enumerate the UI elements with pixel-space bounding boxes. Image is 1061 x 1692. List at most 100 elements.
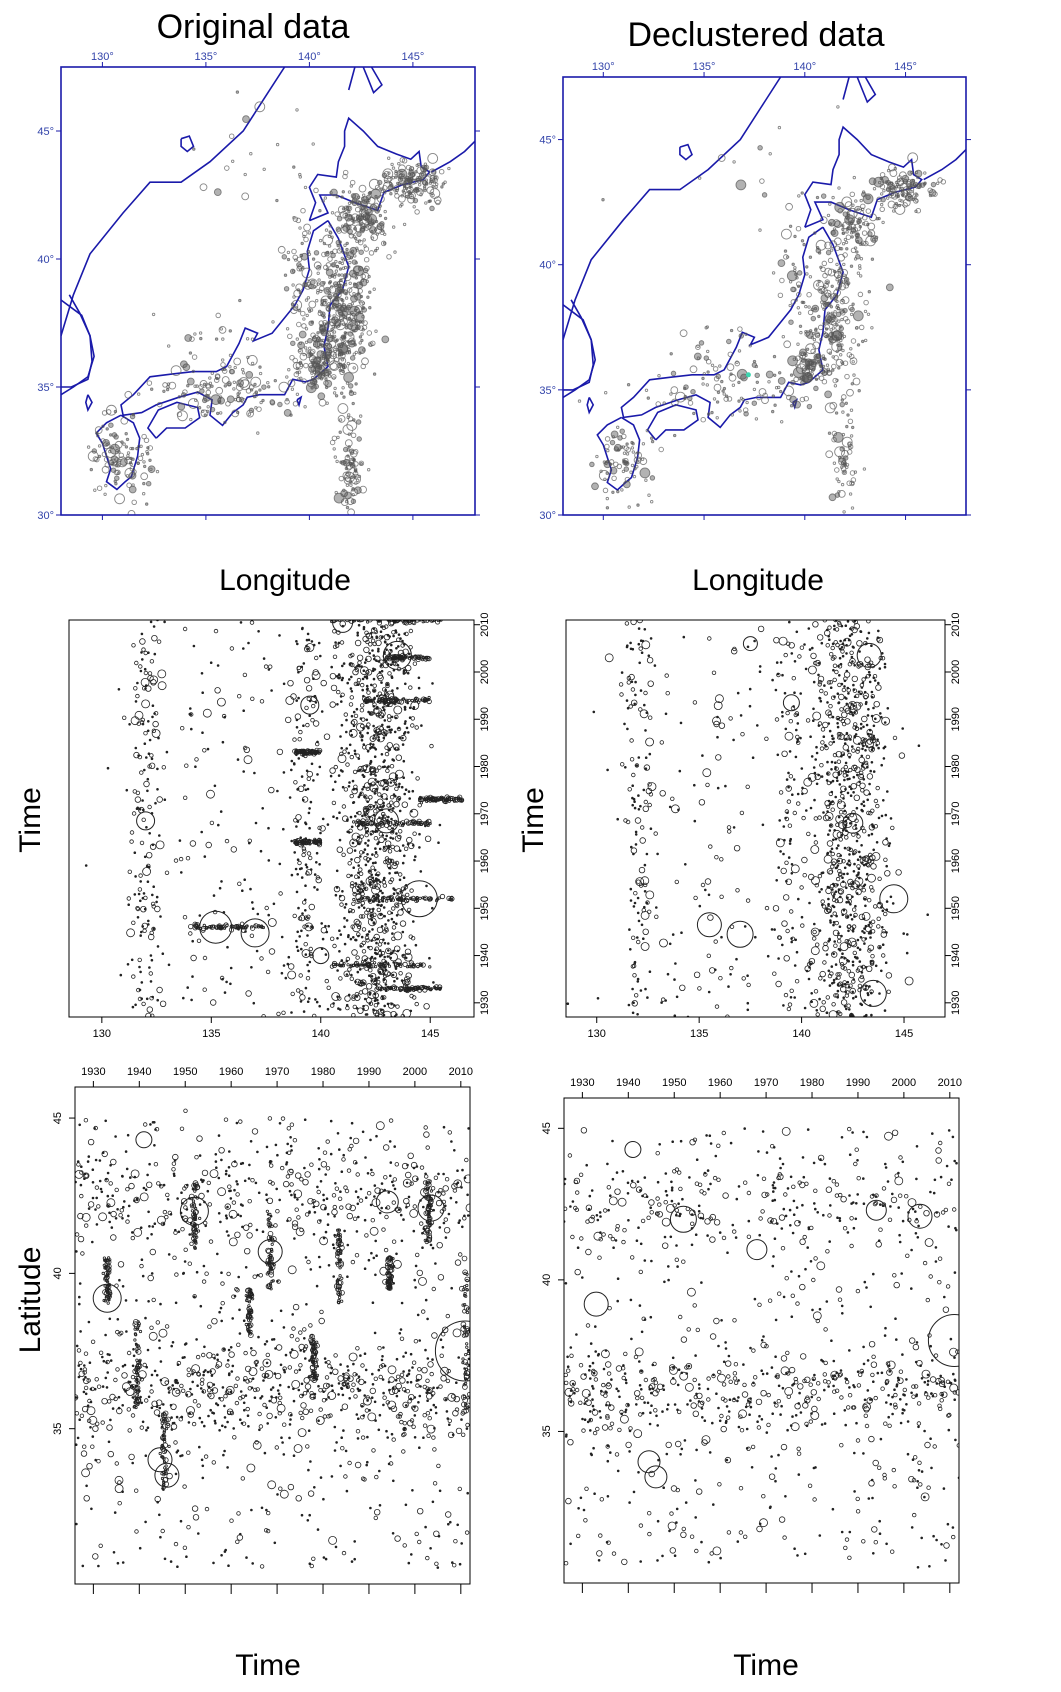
epicentre-point	[907, 195, 912, 199]
epicentre-point	[334, 211, 340, 217]
original-map-panel: 130° 135° 140° 145°30°35°40°45°	[37, 51, 480, 522]
epicentre-point	[197, 406, 202, 410]
event-point	[394, 769, 404, 779]
large-event-circle	[240, 918, 270, 948]
event-point	[835, 822, 840, 827]
epicentre-point	[849, 434, 854, 438]
event-point	[369, 805, 372, 808]
epicentre-point	[349, 462, 353, 467]
event-point	[349, 695, 354, 700]
epicentre-point	[321, 370, 325, 375]
event-point	[886, 706, 890, 710]
epicentre-point	[258, 371, 263, 376]
epicentre-point	[842, 510, 846, 514]
epicentre-point	[855, 250, 859, 254]
epicentre-point	[811, 368, 815, 372]
event-point	[385, 648, 388, 651]
event-point	[377, 878, 380, 882]
event-point	[119, 973, 123, 977]
event-point	[383, 1004, 387, 1008]
event-point	[428, 965, 432, 969]
event-point	[117, 687, 121, 691]
event-point	[357, 934, 360, 938]
event-point	[327, 924, 331, 928]
epicentre-point	[129, 465, 136, 472]
event-point	[371, 928, 374, 931]
event-point	[431, 796, 438, 802]
coastline-asia	[563, 77, 782, 341]
event-point	[845, 900, 848, 904]
event-point	[182, 915, 188, 920]
event-point	[375, 694, 379, 698]
event-point	[142, 892, 146, 895]
event-point	[136, 915, 140, 919]
epicentre-point	[308, 346, 312, 350]
event-point	[134, 796, 142, 803]
event-point	[300, 929, 303, 933]
epicentre-point	[338, 260, 342, 265]
event-point	[388, 896, 392, 901]
epicentre-point	[347, 302, 353, 309]
event-point	[388, 871, 391, 875]
event-point	[307, 997, 311, 1000]
event-point	[151, 926, 156, 932]
event-point	[310, 640, 314, 643]
epicentre-point	[915, 207, 922, 214]
event-point	[297, 670, 300, 674]
event-point	[370, 635, 374, 639]
event-point	[151, 704, 155, 707]
epicentre-point	[624, 476, 631, 483]
epicentre-point	[605, 471, 609, 475]
event-point	[420, 724, 423, 727]
event-point	[356, 840, 362, 846]
epicentre-point	[876, 196, 882, 203]
epicentre-point	[790, 379, 796, 386]
event-point	[229, 966, 233, 970]
map-frame	[60, 66, 476, 516]
epicentre-point	[400, 182, 404, 186]
epicentre-point	[808, 255, 813, 259]
event-point	[351, 996, 356, 1001]
event-point	[365, 938, 370, 943]
event-point	[351, 901, 356, 906]
epicentre-point	[842, 334, 847, 339]
event-point	[370, 939, 373, 942]
epicentre-point	[346, 420, 358, 431]
event-point	[374, 996, 377, 1000]
epicentre-point	[863, 299, 869, 306]
epicentre-point	[365, 279, 369, 284]
epicentre-point	[311, 257, 316, 261]
event-point	[319, 825, 326, 832]
event-point	[294, 713, 302, 720]
event-point	[375, 636, 379, 640]
event-point	[264, 905, 269, 911]
epicentre-point	[707, 412, 711, 416]
epicentre-point	[350, 249, 355, 253]
event-point	[870, 888, 875, 893]
epicentre-point	[140, 472, 149, 481]
event-point	[398, 878, 402, 882]
event-point	[393, 962, 399, 968]
event-point	[858, 948, 862, 951]
event-point	[394, 967, 398, 970]
event-point	[307, 969, 311, 973]
epicentre-point	[338, 418, 343, 422]
epicentre-point	[210, 394, 222, 405]
epicentre-point	[198, 384, 204, 390]
event-point	[340, 746, 344, 750]
epicentre-point	[777, 377, 786, 385]
epicentre-point	[367, 274, 371, 279]
epicentre-point	[392, 225, 396, 229]
epicentre-point	[128, 471, 137, 480]
event-point	[143, 768, 146, 772]
event-point	[337, 1007, 340, 1010]
event-point	[146, 729, 150, 733]
event-point	[354, 980, 357, 983]
epicentre-point	[713, 376, 720, 382]
event-point	[363, 848, 367, 851]
epicentre-point	[889, 169, 898, 177]
event-point	[139, 669, 143, 673]
epicentre-point	[346, 324, 353, 330]
plot-frame	[68, 619, 475, 1018]
event-point	[339, 620, 346, 627]
